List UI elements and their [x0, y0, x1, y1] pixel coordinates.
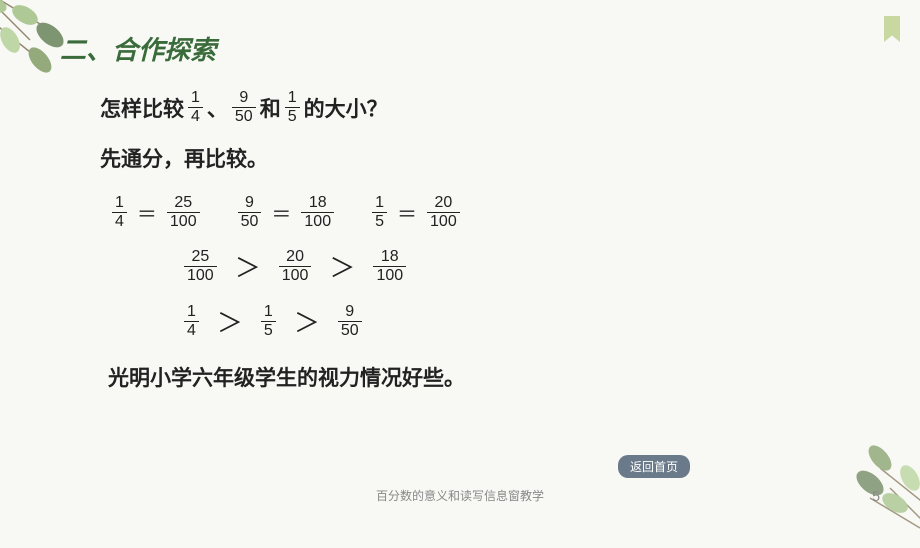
leaf-decoration-bottom-right — [800, 418, 920, 548]
compare-original-row: 14 ＞ 15 ＞ 950 — [180, 303, 860, 340]
equals-sign: ＝ — [397, 198, 417, 227]
page-number: 5 — [872, 488, 880, 504]
fraction-1-5: 1 5 — [285, 90, 300, 125]
fraction-9-50: 9 50 — [232, 90, 256, 125]
conversion-2: 950 ＝ 18100 — [234, 195, 339, 230]
footer-text: 百分数的意义和读写信息窗教学 — [376, 487, 544, 504]
greater-than-sign: ＞ — [217, 303, 243, 340]
section-title: 二、合作探索 — [60, 30, 216, 67]
conversion-row: 14 ＝ 25100 950 ＝ 18100 15 ＝ 20100 — [108, 195, 860, 230]
greater-than-sign: ＞ — [294, 303, 320, 340]
conclusion-text: 光明小学六年级学生的视力情况好些。 — [108, 362, 860, 392]
conversion-1: 14 ＝ 25100 — [108, 195, 204, 230]
conversion-3: 15 ＝ 20100 — [368, 195, 464, 230]
greater-than-sign: ＞ — [235, 248, 261, 285]
bookmark-icon — [884, 16, 900, 42]
equals-sign: ＝ — [271, 198, 291, 227]
question-prefix: 怎样比较 — [100, 93, 184, 123]
fraction-1-4: 1 4 — [188, 90, 203, 125]
content-area: 怎样比较 1 4 、 9 50 和 1 5 的大小？ 先通分，再比较。 14 ＝… — [100, 90, 860, 392]
greater-than-sign: ＞ — [329, 248, 355, 285]
question-line: 怎样比较 1 4 、 9 50 和 1 5 的大小？ — [100, 90, 860, 125]
question-mid: 和 — [260, 93, 281, 123]
question-suffix: 的大小？ — [304, 93, 388, 123]
separator: 、 — [207, 93, 228, 123]
compare-hundredths-row: 25100 ＞ 20100 ＞ 18100 — [180, 248, 860, 285]
method-line: 先通分，再比较。 — [100, 143, 860, 173]
equals-sign: ＝ — [137, 198, 157, 227]
back-home-button[interactable]: 返回首页 — [618, 455, 690, 478]
